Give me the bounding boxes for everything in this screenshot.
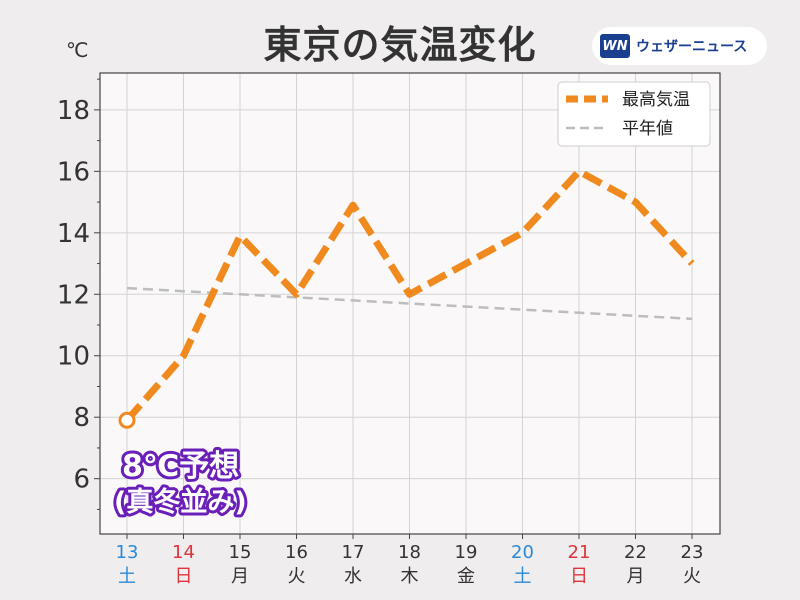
weathernews-logo-icon: WN: [600, 34, 630, 58]
x-tick-date: 14: [172, 542, 195, 563]
annotation-line-1: 8℃予想: [122, 449, 239, 484]
series-line-normal: [126, 286, 693, 321]
y-tick-label: 10: [57, 342, 90, 372]
x-tick-weekday: 木: [401, 566, 419, 587]
x-tick-labels: 13 土 14 日 15 月 16 火 17 水 18 木 19 金 20 土 21 日 22 月 23 火: [116, 542, 704, 587]
first-point-marker: [118, 411, 136, 429]
grid-lines: [100, 73, 720, 534]
y-tick-label: 6: [73, 465, 90, 495]
series-line-max: [124, 167, 695, 423]
x-tick-weekday: 日: [175, 566, 193, 587]
y-tick-label: 12: [57, 280, 90, 310]
y-tick-label: 14: [57, 219, 90, 249]
x-tick-date: 21: [568, 542, 591, 563]
x-tick-weekday: 日: [570, 566, 588, 587]
x-tick-date: 20: [511, 542, 534, 563]
x-tick-date: 19: [455, 542, 478, 563]
chart-title: 東京の気温変化: [263, 23, 537, 67]
series-lines: [118, 167, 695, 429]
x-tick-date: 18: [398, 542, 421, 563]
x-tick-date: 16: [285, 542, 308, 563]
x-tick-weekday: 月: [231, 566, 249, 587]
y-axis-unit: ℃: [66, 38, 89, 62]
brand-name: ウェザーニュース: [636, 39, 748, 55]
x-tick-date: 22: [624, 542, 647, 563]
brand-badge: WN ウェザーニュース: [592, 27, 767, 65]
legend-label-normal: 平年値: [622, 119, 673, 139]
x-tick-weekday: 水: [344, 566, 362, 587]
legend-label-max: 最高気温: [622, 90, 690, 110]
y-tick-label: 16: [57, 157, 90, 187]
x-tick-weekday: 月: [627, 566, 645, 587]
x-tick-date: 13: [116, 542, 139, 563]
x-tick-weekday: 土: [118, 566, 136, 587]
y-tick-labels: 6 8 10 12 14 16 18: [57, 96, 90, 495]
x-tick-weekday: 火: [683, 566, 701, 587]
x-tick-weekday: 土: [514, 566, 532, 587]
x-tick-date: 15: [229, 542, 252, 563]
axes: [94, 72, 721, 539]
x-tick-date: 17: [342, 542, 365, 563]
x-tick-weekday: 火: [288, 566, 306, 587]
x-tick-date: 23: [681, 542, 704, 563]
y-tick-label: 8: [73, 403, 90, 433]
annotation-line-2: (真冬並み): [114, 486, 247, 518]
x-tick-weekday: 金: [457, 566, 475, 587]
y-tick-label: 18: [57, 96, 90, 126]
forecast-annotation: 8℃予想(真冬並み): [111, 446, 250, 521]
